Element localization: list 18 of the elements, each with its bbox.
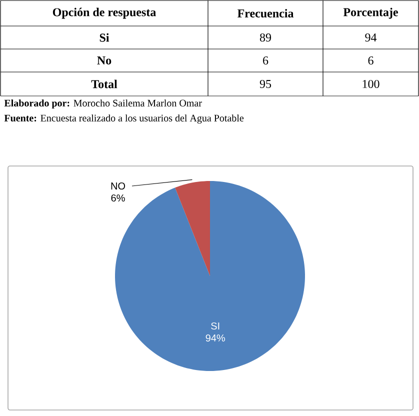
text: Si — [100, 33, 110, 42]
text: 6 — [263, 56, 268, 65]
text: 6 — [368, 56, 374, 65]
text: Frecuencia — [237, 9, 294, 18]
slice-label: SI — [211, 322, 220, 330]
text: 89 — [260, 33, 272, 42]
text: Porcentaje — [343, 8, 398, 19]
text: Elaborado por: Morocho Sailema Marlon Omar — [4, 99, 202, 109]
data-label: 6% — [111, 194, 125, 202]
text: Fuente: Encuesta realizado a los usuarios del Agua Potable — [4, 114, 244, 124]
data-label: 94% — [206, 334, 226, 342]
slice-label: NO — [111, 182, 126, 190]
text: Total — [91, 80, 118, 88]
text: Opción de respuesta — [52, 8, 156, 19]
text: No — [97, 56, 112, 64]
text: 100 — [362, 80, 380, 88]
text: 95 — [260, 80, 272, 88]
text: 94 — [365, 33, 377, 42]
